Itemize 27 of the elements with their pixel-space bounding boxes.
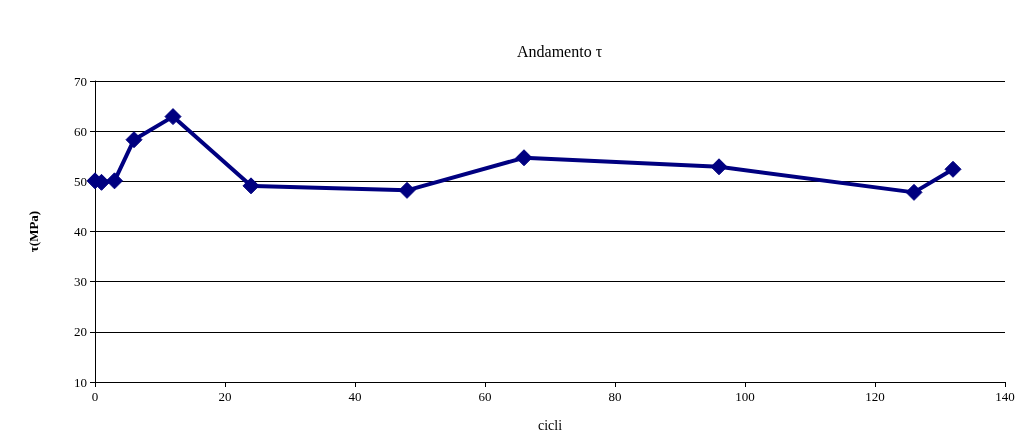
x-tick-label: 20 — [218, 389, 232, 404]
y-tick-label: 10 — [74, 374, 87, 390]
x-tick-label: 140 — [995, 389, 1015, 404]
x-tick-label: 60 — [478, 389, 492, 404]
y-tick-label: 40 — [74, 224, 87, 239]
x-axis-title: cicli — [537, 417, 563, 433]
point — [398, 181, 416, 199]
chart-title: Andamento τ — [517, 42, 603, 60]
x-tick-label: 0 — [91, 389, 99, 404]
y-tick-label: 60 — [74, 123, 87, 139]
y-tick-label: 20 — [74, 324, 87, 340]
point — [242, 177, 260, 195]
y-tick-label: 30 — [74, 274, 87, 290]
point — [125, 131, 143, 149]
y-tick-label: 70 — [74, 73, 87, 89]
x-tick-label: 40 — [348, 389, 362, 404]
point — [710, 158, 728, 176]
x-tick-label: 100 — [735, 389, 755, 404]
x-tick-label: 120 — [865, 389, 885, 404]
point — [905, 183, 923, 201]
point — [164, 108, 182, 126]
y-axis-title: τ(MPa) — [26, 210, 41, 253]
y-tick-label: 50 — [74, 173, 87, 189]
point — [515, 149, 533, 167]
point — [944, 160, 962, 178]
x-tick-label: 80 — [608, 389, 622, 404]
point — [106, 172, 123, 190]
